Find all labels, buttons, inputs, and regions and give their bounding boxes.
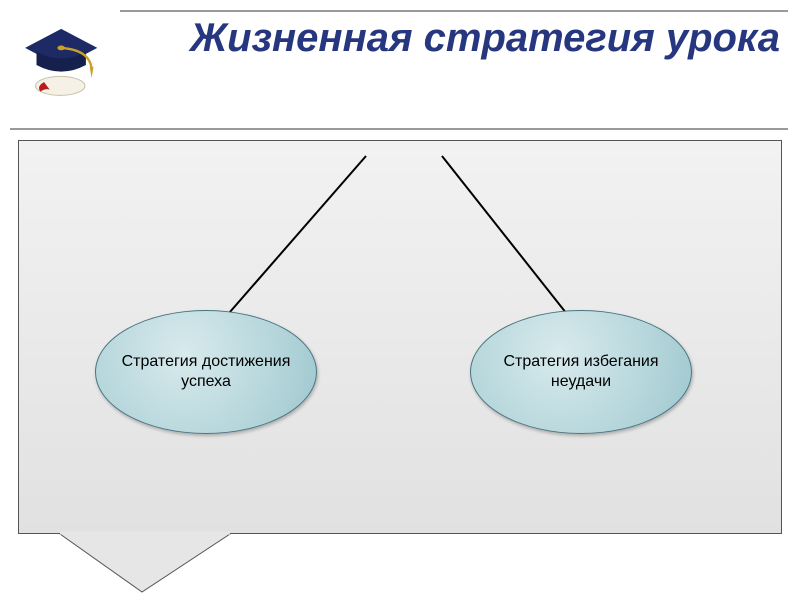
- node-label: Стратегия достижения успеха: [96, 342, 316, 402]
- arrows: [0, 0, 800, 600]
- node-success: Стратегия достижения успеха: [95, 310, 317, 434]
- slide: Жизненная стратегия урока Стратегия дост…: [0, 0, 800, 600]
- node-avoid: Стратегия избегания неудачи: [470, 310, 692, 434]
- arrow: [216, 156, 366, 328]
- arrow: [442, 156, 578, 328]
- node-label: Стратегия избегания неудачи: [471, 342, 691, 402]
